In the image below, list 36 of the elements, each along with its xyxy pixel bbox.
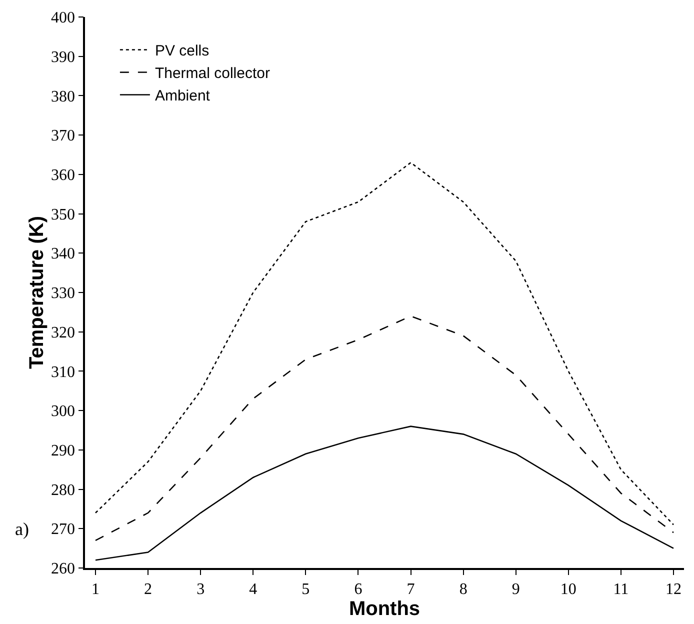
legend-label: PV cells (154, 42, 210, 60)
y-tick-label: 310 (51, 364, 76, 381)
y-tick-label: 380 (51, 88, 76, 106)
legend-label: Thermal collector (154, 65, 270, 82)
x-axis-title: Months (348, 598, 420, 620)
x-tick-label: 9 (512, 580, 520, 598)
x-tick-label: 2 (144, 580, 152, 598)
y-tick-label: 370 (51, 128, 76, 145)
x-tick-label: 7 (406, 580, 415, 598)
y-axis-title: Temperature (K) (26, 216, 48, 369)
x-tick-label: 1 (92, 580, 100, 598)
line-series (94, 162, 674, 526)
x-tick-label: 3 (196, 580, 205, 598)
y-tick-label: 350 (51, 206, 76, 224)
y-tick-label: 360 (51, 167, 76, 184)
y-tick-label: 280 (51, 482, 76, 499)
x-tick-label: 5 (302, 580, 310, 598)
x-tick-label: 11 (613, 580, 629, 598)
y-tick-label: 330 (51, 285, 76, 302)
x-tick-label: 8 (459, 580, 468, 598)
y-tick-label: 260 (51, 560, 76, 578)
line-series (94, 426, 674, 561)
y-tick-label: 290 (51, 442, 76, 460)
y-tick-label: 320 (51, 324, 76, 342)
y-tick-label: 400 (51, 10, 76, 27)
x-tick-label: 10 (560, 580, 576, 598)
x-tick-label: 12 (665, 580, 682, 598)
y-tick-label: 390 (51, 48, 76, 66)
text: a) (15, 519, 29, 539)
x-tick-label: 6 (354, 580, 362, 598)
y-tick-label: 270 (51, 521, 76, 538)
line-series (94, 315, 674, 542)
y-tick-label: 300 (51, 403, 76, 420)
x-tick-label: 4 (249, 580, 258, 598)
y-tick-label: 340 (51, 246, 76, 263)
legend-label: Ambient (154, 88, 211, 105)
